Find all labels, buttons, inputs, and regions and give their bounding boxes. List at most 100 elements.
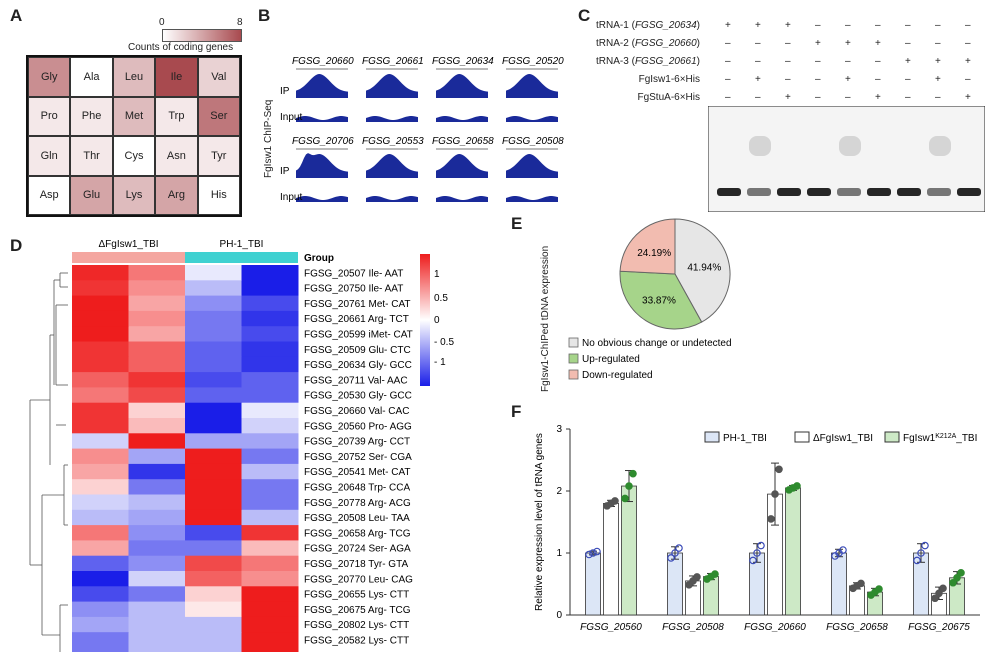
codon-cell-glu: Glu [70,175,113,215]
pie-slice-label: 24.19% [637,248,671,259]
heatmap-cell [72,402,129,419]
codon-cell-lys: Lys [112,175,156,215]
emsa-sign: – [905,92,911,103]
data-point [753,549,761,557]
heatmap-cell [185,601,242,618]
x-tick-label: FGSG_20660 [744,622,806,633]
row-label-input: Input [280,112,302,123]
heatmap-cell [241,341,299,358]
codon-cell-his: His [197,175,240,215]
legend-tick: 0.5 [434,293,448,304]
heatmap-cell [72,479,129,495]
bar-legend-label: ΔFgIsw1_TBI [813,433,873,444]
codon-cell-arg: Arg [155,175,198,215]
heatmap-cell [128,632,186,648]
heatmap-cell [241,326,299,342]
emsa-sign: + [965,92,971,103]
heatmap-row-label: FGSG_20711 Val- AAC [304,375,408,386]
heatmap-cell [185,280,242,297]
emsa-row-label: tRNA-3 (FGSG_20661) [596,56,700,67]
heatmap-cell [241,555,299,572]
heatmap-cell [241,433,299,450]
heatmap-cell [128,494,186,511]
heatmap-cell [185,509,242,526]
heatmap-cell [241,479,299,495]
emsa-sign: – [875,74,881,85]
data-point [589,549,597,557]
heatmap-row-label: FGSG_20750 Ile- AAT [304,284,403,295]
gene-bar [506,148,558,150]
gel-background [708,106,985,212]
heatmap-cell [128,555,186,572]
emsa-sign: – [845,56,851,67]
shifted-band [839,136,861,156]
heatmap-row-label: FGSG_20718 Tyr- GTA [304,559,408,570]
heatmap-cell [185,372,242,388]
legend-tick: - 0.5 [434,337,454,348]
heatmap-cell [72,555,129,572]
legend-tick: 0 [434,315,440,326]
emsa-sign: – [815,74,821,85]
emsa-sign: – [905,38,911,49]
heatmap-cell [72,494,129,511]
emsa-sign: + [755,20,761,31]
emsa-row-end: ) [696,38,700,49]
gene-bar [506,68,558,70]
emsa-sign: + [845,38,851,49]
heatmap-cell [128,356,186,373]
heatmap-cell [241,387,299,404]
emsa-row-label: FgIsw1-6×His [639,74,700,85]
heatmap-cell [128,571,186,587]
input-track [296,116,348,122]
emsa-row-end: ) [696,20,700,31]
input-track [436,116,488,122]
heatmap-cell [128,509,186,526]
heatmap-row-label: FGSG_20655 Lys- CTT [304,590,409,601]
emsa-sign: – [815,92,821,103]
input-track [366,196,418,202]
heatmap-row-label: FGSG_20508 Leu- TAA [304,513,410,524]
heatmap-cell [128,525,186,541]
panel-a-label: A [10,6,23,25]
heatmap-cell [241,494,299,511]
pie-slice [619,270,703,330]
heatmap-row-label: FGSG_20778 Arg- ACG [304,498,411,509]
emsa-sign: + [785,92,791,103]
data-point [921,541,929,550]
gene-label: FGSG_20658 [432,136,494,147]
heatmap-cell [72,632,129,648]
heatmap-cell [128,479,186,495]
col-group-label: PH-1_TBI [220,239,264,250]
emsa-sign: + [875,92,881,103]
heatmap-cell [72,571,129,587]
heatmap-cell [241,448,299,465]
bar [785,487,801,616]
input-track [506,196,558,202]
heatmap-cell [185,265,242,281]
emsa-sign: – [725,38,731,49]
codon-cell-phe: Phe [70,96,113,136]
pie-legend-label: Up-regulated [582,354,640,365]
ip-peak [366,74,418,98]
gene-label: FGSG_20508 [502,136,564,147]
emsa-row-text: FgStuA-6×His [637,92,700,103]
data-point [667,554,675,562]
gene-bar [436,148,488,150]
input-track [366,116,418,122]
data-point [585,550,593,559]
codon-cell-trp: Trp [155,96,198,136]
emsa-sign: – [755,92,761,103]
data-point [611,497,619,505]
heatmap-cell [241,356,299,373]
data-point [839,546,847,554]
heatmap-cell [128,433,186,450]
heatmap-cell [241,295,299,312]
ip-peak [506,74,558,98]
heatmap-row-label: FGSG_20648 Trp- CCA [304,483,410,494]
free-probe-band [807,188,831,196]
free-probe-band [747,188,771,196]
heatmap-cell [241,402,299,419]
gene-bar [366,148,418,150]
gene-label: FGSG_20706 [292,136,354,147]
gene-label: FGSG_20661 [362,56,424,67]
